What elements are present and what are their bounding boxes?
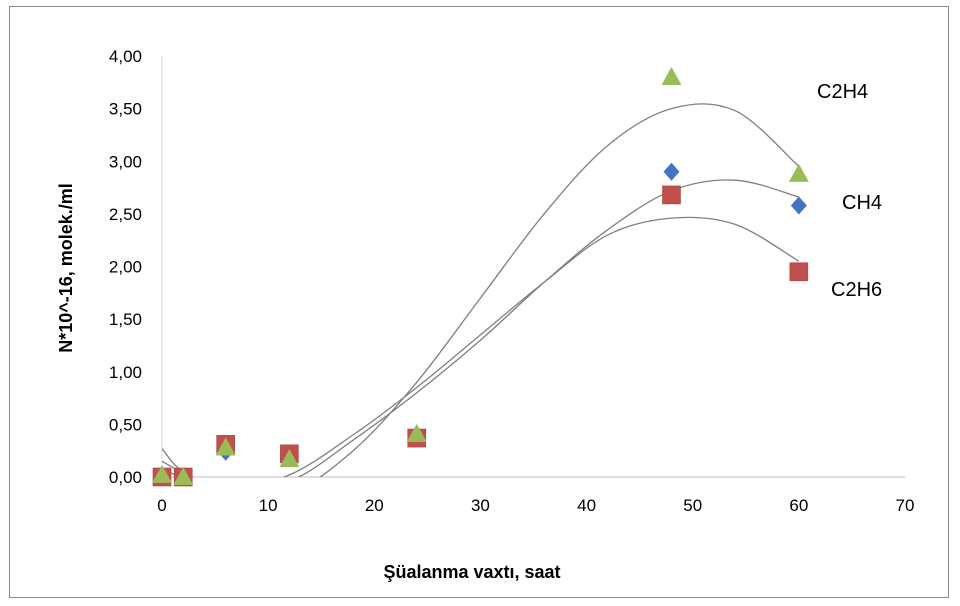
x-tick-label: 20	[365, 496, 384, 515]
y-tick-label: 2,50	[109, 205, 142, 224]
x-tick-label: 40	[577, 496, 596, 515]
x-axis-title: Şüalanma vaxtı, saat	[383, 562, 560, 582]
y-tick-label: 1,00	[109, 363, 142, 382]
x-tick-label: 50	[683, 496, 702, 515]
trendline-c2h6	[162, 216, 800, 477]
data-point-c2h4	[152, 464, 172, 483]
data-point-c2h4	[661, 67, 682, 86]
data-point-c2h6	[789, 262, 809, 282]
trendline-c2h4	[162, 103, 800, 477]
y-tick-label: 1,50	[109, 310, 142, 329]
y-axis-title: N*10^-16, molek./ml	[56, 183, 76, 353]
series-label-c2h6: C2H6	[831, 279, 882, 301]
x-tick-label: 10	[259, 496, 278, 515]
trendlines	[162, 103, 800, 477]
data-point-ch4	[790, 196, 807, 215]
axes: 0 10 20 30 40 50 60 70 0,00 0,50 1,00 1,50 2,00 2,50 3…	[109, 47, 915, 515]
data-point-c2h4	[279, 449, 300, 468]
series-label-ch4: CH4	[842, 192, 882, 214]
data-point-c2h6	[662, 185, 681, 205]
y-tick-label: 2,00	[109, 258, 142, 277]
data-point-c2h4	[406, 423, 427, 442]
data-point-ch4	[663, 162, 680, 181]
y-tick-label: 3,00	[109, 152, 142, 171]
x-tick-label: 70	[896, 496, 915, 515]
x-tick-label: 30	[471, 496, 490, 515]
y-tick-label: 3,50	[109, 100, 142, 119]
y-tick-label: 4,00	[109, 47, 142, 66]
data-point-c2h4	[215, 437, 236, 456]
labels: CH4 C2H6 C2H4	[817, 81, 882, 301]
y-tick-label: 0,50	[109, 415, 142, 434]
x-tick-label: 0	[157, 496, 166, 515]
data-point-c2h4	[788, 163, 809, 182]
x-tick-label: 60	[789, 496, 808, 515]
data-point-c2h4	[173, 467, 194, 485]
y-tick-label: 0,00	[109, 468, 142, 487]
series-label-c2h4: C2H4	[817, 81, 868, 103]
markers	[152, 67, 809, 487]
chart-frame	[9, 6, 949, 598]
